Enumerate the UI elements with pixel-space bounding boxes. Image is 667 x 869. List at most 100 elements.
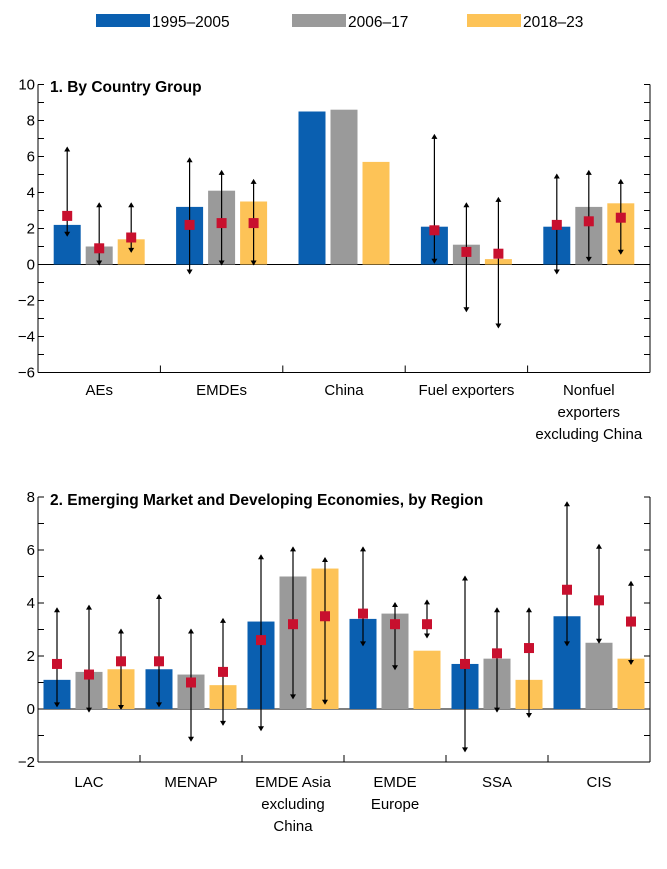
p2-range-cap-high	[220, 617, 226, 623]
p2-range-cap-low	[118, 705, 124, 710]
panel-1-plot: −6 −4 −2 0 2 4 6 8 10 AEs EMDEs China Fuel exporters…	[18, 77, 651, 443]
p2-category-label: LAC	[74, 774, 103, 791]
p2-category-label: excluding	[261, 796, 324, 813]
p1-range-cap-high	[463, 202, 470, 208]
p2-y-tick-label: 6	[27, 542, 35, 559]
p2-range-cap-low	[156, 702, 162, 708]
p2-category-label: Europe	[371, 796, 419, 813]
p1-y-tick-label: 10	[18, 77, 35, 94]
p2-category-label: EMDE	[373, 774, 416, 791]
p2-median-marker	[256, 635, 266, 646]
p2-range-cap-high	[526, 607, 532, 613]
p1-range-cap-high	[250, 178, 257, 184]
p1-range-cap-high	[617, 178, 624, 184]
p2-median-marker	[422, 619, 432, 630]
p2-range-cap-high	[494, 607, 500, 613]
legend-swatch-2	[292, 14, 346, 27]
p2-category-label: CIS	[586, 774, 611, 791]
p1-y-tick-label: −4	[18, 329, 35, 346]
p2-range-cap-low	[220, 720, 226, 726]
p1-category-label: exporters	[558, 404, 621, 421]
p1-range-cap-low	[250, 260, 257, 266]
p2-median-marker	[218, 666, 228, 677]
p1-category-label: AEs	[85, 382, 113, 399]
p2-range-cap-high	[628, 580, 634, 586]
legend: 1995–2005 2006–17 2018–23	[96, 14, 583, 31]
p2-range-cap-low	[86, 707, 92, 713]
p2-y-tick-label: −2	[18, 754, 35, 771]
p1-range-cap-low	[463, 307, 470, 313]
p1-category-label: Nonfuel	[563, 382, 615, 399]
p1-category-label: Fuel exporters	[418, 382, 514, 399]
p1-range-cap-low	[585, 256, 592, 262]
p2-range-cap-low	[494, 707, 500, 713]
p1-median-marker	[461, 246, 472, 257]
p2-range-cap-low	[526, 712, 532, 718]
p2-category-label: MENAP	[164, 774, 217, 791]
p1-range-cap-low	[64, 231, 71, 237]
p2-range-cap-low	[462, 747, 468, 753]
p1-bar	[330, 109, 358, 265]
p2-range-cap-high	[258, 554, 264, 560]
p1-range-cap-low	[617, 249, 624, 255]
p1-median-marker	[429, 225, 440, 236]
p2-category-label: China	[273, 818, 313, 835]
legend-swatch-1	[96, 14, 150, 27]
p1-y-tick-label: 8	[27, 113, 35, 130]
p2-y-tick-label: 4	[27, 595, 35, 612]
p2-range-cap-low	[392, 665, 398, 671]
p1-bar	[362, 161, 390, 265]
p1-category-label: EMDEs	[196, 382, 247, 399]
p1-range-cap-high	[218, 169, 225, 175]
p2-range-cap-high	[86, 604, 92, 610]
p2-median-marker	[626, 616, 636, 627]
legend-swatch-3	[467, 14, 521, 27]
p1-range-cap-low	[495, 323, 502, 329]
p1-range-cap-low	[186, 269, 193, 275]
legend-label-3: 2018–23	[523, 14, 583, 31]
p2-median-marker	[358, 608, 368, 619]
p2-range-cap-high	[564, 501, 570, 507]
p1-range-cap-high	[186, 157, 193, 163]
p1-median-marker	[248, 218, 259, 229]
p1-median-marker	[551, 219, 562, 230]
p1-range-cap-low	[431, 258, 438, 264]
p2-range-cap-low	[628, 659, 634, 665]
p2-range-cap-high	[290, 546, 296, 552]
p1-range-cap-low	[218, 260, 225, 266]
p2-range-cap-high	[118, 628, 124, 634]
p1-range-cap-low	[96, 260, 103, 266]
panel-2-plot: −2 0 2 4 6 8 LAC MENAP EMDE Asia excluding China EM…	[18, 489, 651, 835]
p1-range-cap-high	[431, 133, 438, 139]
panel-2-title: 2. Emerging Market and Developing Econom…	[50, 492, 483, 509]
p1-median-marker	[62, 210, 73, 221]
p2-bar	[617, 658, 645, 709]
legend-label-1: 1995–2005	[152, 14, 230, 31]
p2-range-cap-high	[54, 607, 60, 613]
p1-category-label: China	[324, 382, 364, 399]
p1-y-tick-label: 2	[27, 221, 35, 238]
p2-median-marker	[594, 595, 604, 606]
p2-range-cap-high	[424, 599, 430, 605]
p1-category-label: excluding China	[535, 426, 642, 443]
legend-label-2: 2006–17	[348, 14, 408, 31]
p1-y-tick-label: 4	[27, 185, 35, 202]
panel-1-title: 1. By Country Group	[50, 79, 202, 96]
p2-range-cap-low	[424, 633, 430, 639]
p1-y-tick-label: 6	[27, 149, 35, 166]
p1-range-cap-low	[553, 269, 560, 275]
p1-bar	[298, 111, 326, 265]
p1-y-tick-label: −2	[18, 293, 35, 310]
p1-y-tick-label: −6	[18, 365, 35, 382]
p1-range-cap-high	[495, 196, 502, 202]
p2-range-cap-high	[188, 628, 194, 634]
p1-median-marker	[493, 248, 504, 259]
p2-median-marker	[186, 677, 196, 688]
p2-category-label: EMDE Asia	[255, 774, 332, 791]
p2-median-marker	[390, 619, 400, 630]
p2-range-cap-high	[392, 602, 398, 607]
p2-range-cap-low	[188, 736, 194, 742]
p2-range-cap-high	[596, 543, 602, 549]
p2-median-marker	[562, 584, 572, 595]
p2-median-marker	[288, 619, 298, 630]
